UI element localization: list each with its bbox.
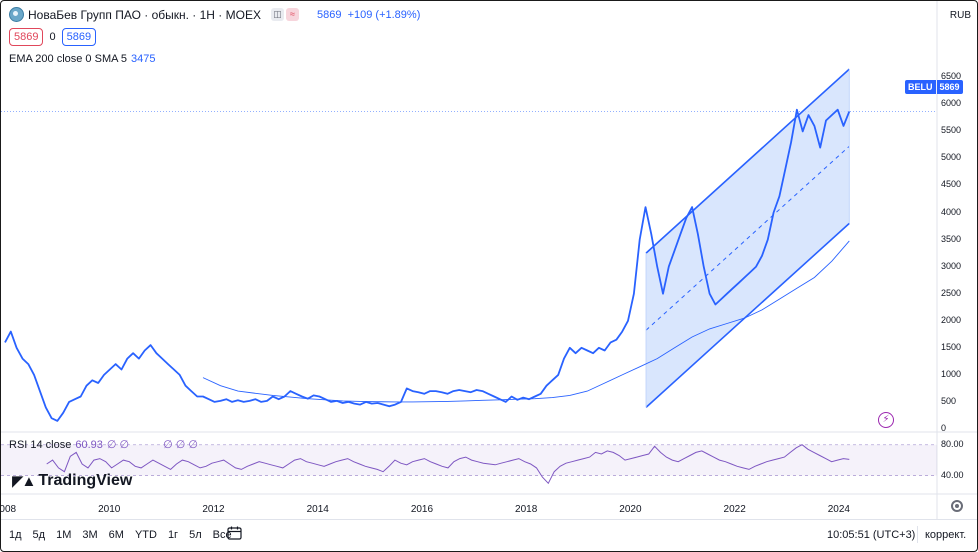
time-axis-label: 2022	[723, 504, 746, 515]
rsi-band	[1, 444, 937, 476]
rsi-axis-label: 40.00	[941, 469, 964, 480]
currency-label[interactable]: RUB	[949, 10, 971, 21]
spread-value: 0	[49, 31, 56, 43]
symbol-title[interactable]: НоваБев Групп ПАО · обыкн. · 1Н · MOEX	[28, 7, 261, 22]
channel-lower-line	[645, 222, 850, 408]
rsi-value: 60.93	[75, 439, 103, 451]
price-axis-label: 1000	[941, 368, 962, 379]
price-axis-label: 3500	[941, 233, 962, 244]
time-axis-label: 2018	[515, 504, 538, 515]
ema-indicator-label: EMA 200 close 0 SMA 5	[9, 53, 128, 65]
data-badge-icon[interactable]: ◫	[270, 8, 284, 21]
sell-price-button[interactable]: 5869	[9, 28, 44, 46]
timeframe-button[interactable]: Все	[212, 529, 232, 541]
price-change: +109 (+1.89%)	[347, 8, 421, 21]
price-line	[4, 108, 851, 422]
price-axis-label: 4000	[941, 206, 962, 217]
price-axis-label: 500	[941, 395, 957, 406]
timeframe-button[interactable]: 6М	[108, 529, 124, 541]
ema-indicator-legend[interactable]: EMA 200 close 0 SMA 5 3475	[9, 53, 156, 65]
price-axis-label: 5000	[941, 152, 962, 163]
channel-mid-line	[645, 145, 850, 331]
price-axis-label: 1500	[941, 341, 962, 352]
price-axis-label: 2500	[941, 287, 962, 298]
time-axis-label: 2012	[202, 504, 225, 515]
price-axis-label: 5500	[941, 125, 962, 136]
time-axis-label: 2008	[1, 504, 17, 515]
price-axis-label: 3000	[941, 260, 962, 271]
time-axis-label: 2024	[827, 504, 850, 515]
timeframe-button[interactable]: YTD	[134, 529, 157, 541]
price-axis-label: 0	[941, 423, 947, 433]
time-axis-label: 2016	[410, 504, 434, 515]
bottom-toolbar: 1д 5д 1М 3М 6М YTD 1г 5л Все 10:05:51 (UTC+3) ко…	[1, 519, 977, 550]
quote-row: 5869 0 5869	[9, 28, 97, 46]
lightning-icon[interactable]: ⚡	[878, 412, 894, 428]
tradingview-logo-text: TradingView	[38, 472, 133, 489]
price-axis-label: 2000	[941, 314, 962, 325]
timeframe-button[interactable]: 3М	[82, 529, 98, 541]
tradingview-logo[interactable]: ◤▲ TradingView	[12, 472, 132, 490]
price-axis-label: 4500	[941, 179, 962, 190]
timeframe-button[interactable]: 1д	[9, 529, 22, 541]
timeframe-button[interactable]: 1г	[167, 529, 179, 541]
rsi-na-values-2: ∅ ∅ ∅	[163, 439, 198, 451]
clock-timezone[interactable]: 10:05:51 (UTC+3)	[827, 529, 916, 541]
channel-upper-line	[645, 68, 850, 254]
price-tag-value: 5869	[936, 80, 963, 94]
last-price: 5869 +109 (+1.89%)	[316, 8, 421, 21]
rsi-line	[46, 444, 850, 485]
warning-badge-icon[interactable]: ≈	[285, 8, 299, 21]
divider	[917, 526, 918, 543]
timeframe-selector: 1д 5д 1М 3М 6М YTD 1г 5л Все	[9, 529, 243, 541]
ema-indicator-value: 3475	[131, 53, 156, 65]
price-axis-label: 6000	[941, 98, 962, 109]
buy-price-button[interactable]: 5869	[61, 28, 97, 46]
symbol-logo-icon[interactable]	[9, 7, 24, 22]
gear-icon[interactable]	[951, 500, 963, 512]
timeframe-button[interactable]: 1М	[56, 529, 72, 541]
adjust-data-button[interactable]: коррект.	[925, 529, 967, 541]
last-price-tag: BELU 5869	[905, 80, 963, 94]
rsi-na-values: ∅ ∅	[106, 439, 130, 451]
calendar-icon[interactable]	[227, 526, 242, 540]
rsi-axis-label: 80.00	[941, 438, 964, 449]
price-tag-symbol: BELU	[905, 80, 936, 94]
time-axis-label: 2014	[306, 504, 329, 515]
rsi-legend[interactable]: RSI 14 close 60.93 ∅ ∅ ∅ ∅ ∅	[9, 438, 198, 451]
price-axis-label: 6500	[941, 71, 962, 82]
timeframe-button[interactable]: 5л	[189, 529, 202, 541]
tradingview-logo-icon: ◤▲	[12, 473, 36, 490]
timeframe-button[interactable]: 5д	[32, 529, 46, 541]
time-axis-label: 2020	[619, 504, 642, 515]
rsi-label: RSI 14 close	[9, 439, 72, 451]
time-axis-label: 2010	[98, 504, 121, 515]
symbol-header: НоваБев Групп ПАО · обыкн. · 1Н · MOEX ◫…	[9, 7, 420, 22]
